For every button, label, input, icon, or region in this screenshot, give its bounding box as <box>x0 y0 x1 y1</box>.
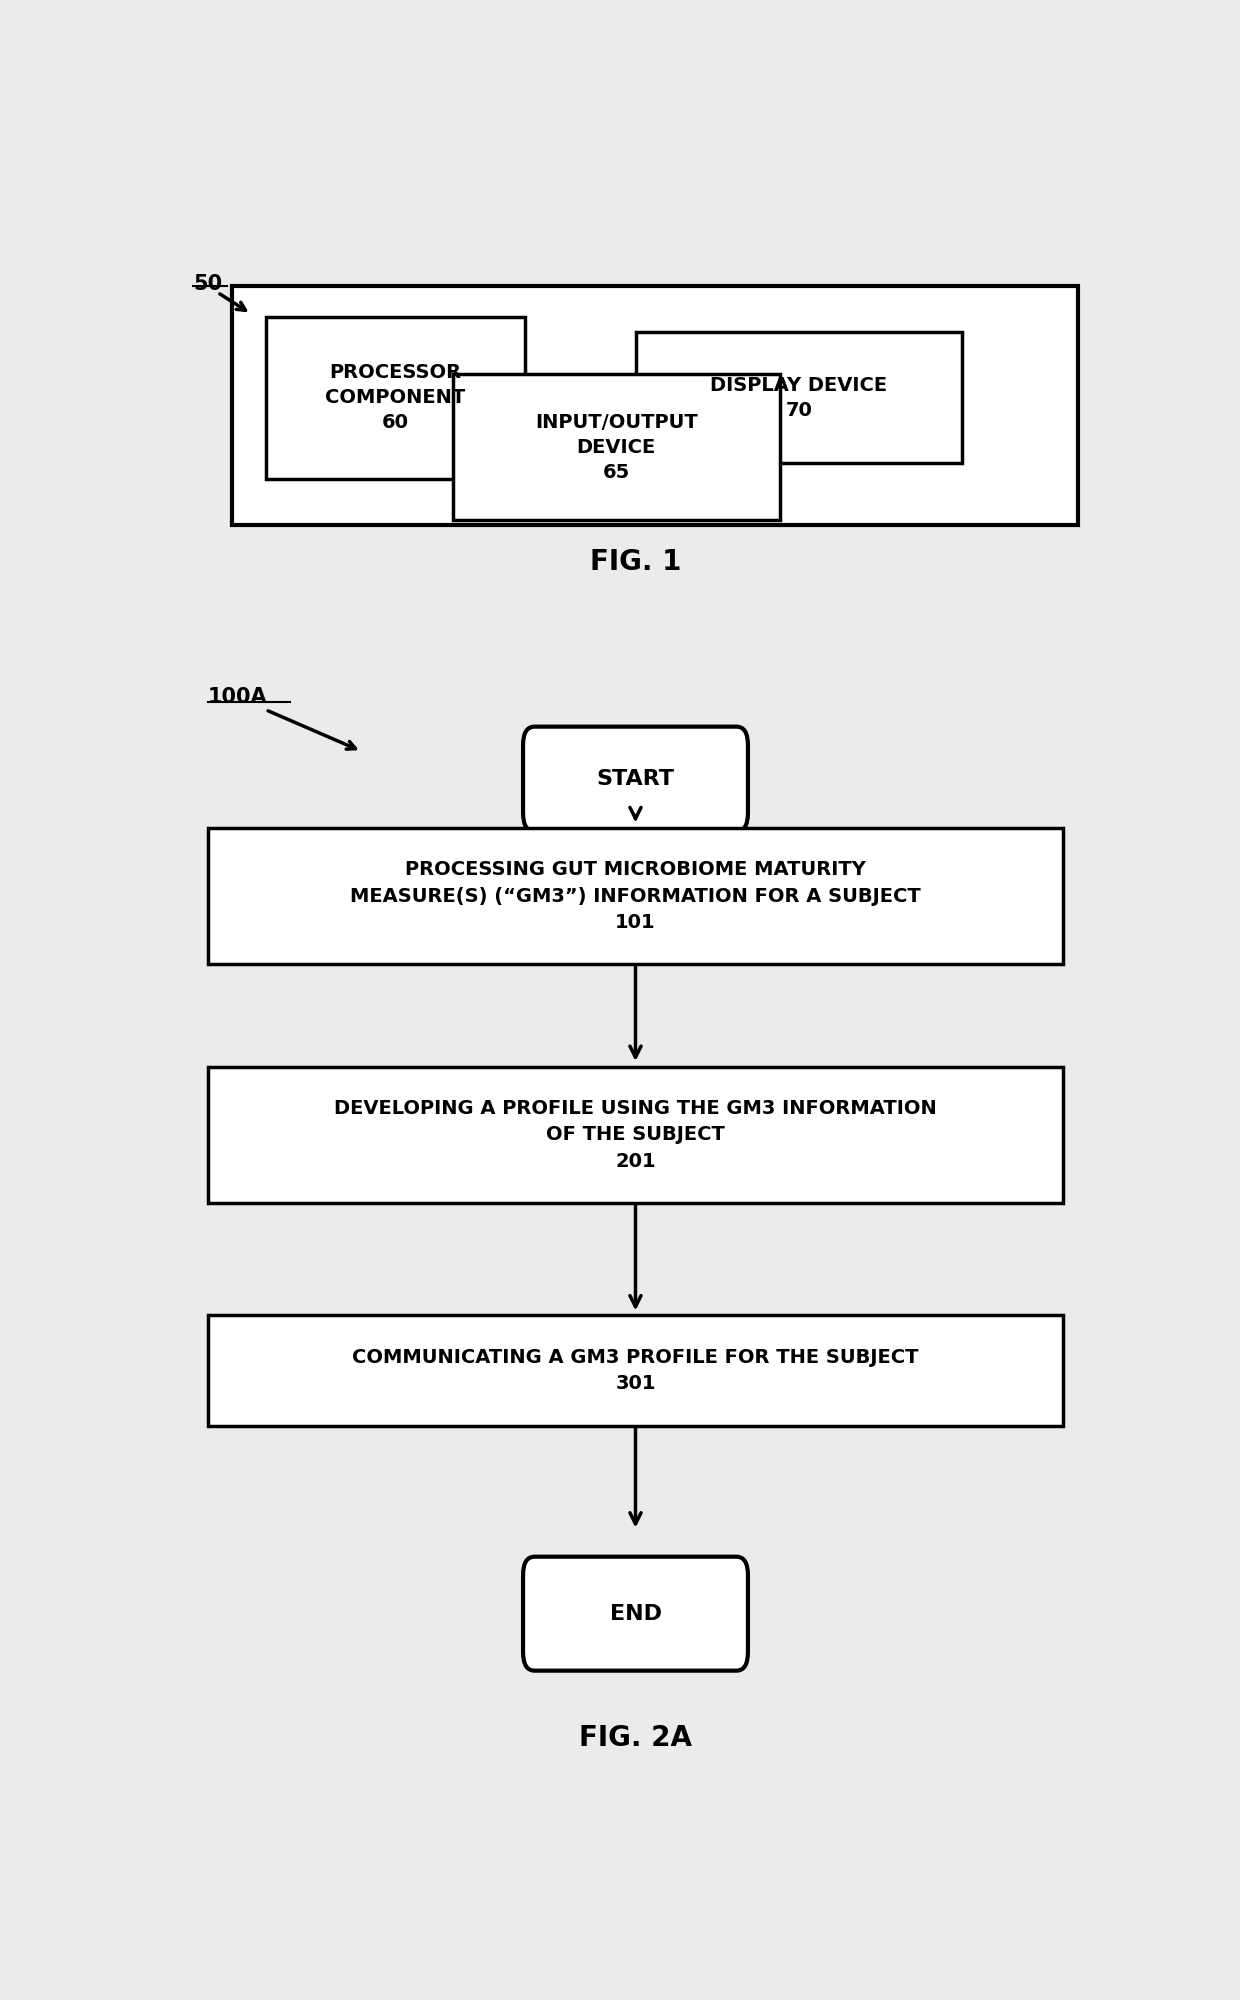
FancyBboxPatch shape <box>635 332 962 464</box>
Text: 100A: 100A <box>208 686 268 706</box>
Text: PROCESSING GUT MICROBIOME MATURITY
MEASURE(S) (“GM3”) INFORMATION FOR A SUBJECT
: PROCESSING GUT MICROBIOME MATURITY MEASU… <box>350 860 921 932</box>
FancyBboxPatch shape <box>232 286 1078 524</box>
FancyBboxPatch shape <box>208 828 1063 964</box>
FancyBboxPatch shape <box>523 1556 748 1670</box>
Text: INPUT/OUTPUT
DEVICE
65: INPUT/OUTPUT DEVICE 65 <box>534 412 698 482</box>
Text: 50: 50 <box>193 274 222 294</box>
Text: START: START <box>596 768 675 788</box>
FancyBboxPatch shape <box>453 374 780 520</box>
Text: COMMUNICATING A GM3 PROFILE FOR THE SUBJECT
301: COMMUNICATING A GM3 PROFILE FOR THE SUBJ… <box>352 1348 919 1394</box>
FancyBboxPatch shape <box>523 726 748 832</box>
Text: PROCESSOR
COMPONENT
60: PROCESSOR COMPONENT 60 <box>325 364 465 432</box>
Text: DEVELOPING A PROFILE USING THE GM3 INFORMATION
OF THE SUBJECT
201: DEVELOPING A PROFILE USING THE GM3 INFOR… <box>334 1098 937 1170</box>
Text: FIG. 1: FIG. 1 <box>590 548 681 576</box>
Text: FIG. 2A: FIG. 2A <box>579 1724 692 1752</box>
FancyBboxPatch shape <box>265 316 525 478</box>
Text: DISPLAY DEVICE
70: DISPLAY DEVICE 70 <box>711 376 888 420</box>
FancyBboxPatch shape <box>208 1066 1063 1202</box>
Text: END: END <box>610 1604 661 1624</box>
FancyBboxPatch shape <box>208 1314 1063 1426</box>
